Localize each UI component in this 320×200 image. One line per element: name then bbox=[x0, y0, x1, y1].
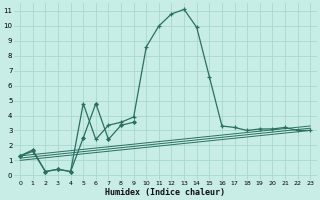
X-axis label: Humidex (Indice chaleur): Humidex (Indice chaleur) bbox=[105, 188, 225, 197]
